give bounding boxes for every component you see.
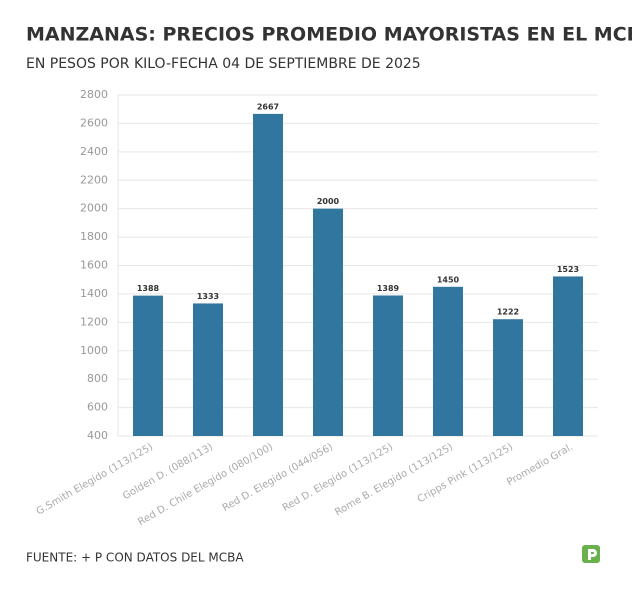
logo-glyph [588,549,597,560]
y-tick-label: 400 [87,429,108,442]
x-tick-label: Red D. Elegido (044/056) [221,442,335,514]
x-tick-label: Cripps Pink (113/125) [416,442,515,506]
bar [493,319,523,436]
y-tick-label: 2600 [80,116,108,129]
bar [433,286,463,436]
value-label: 1333 [197,292,219,301]
y-tick-label: 2000 [80,202,108,215]
bar [133,295,163,436]
chart-title: MANZANAS: PRECIOS PROMEDIO MAYORISTAS EN… [26,24,632,46]
value-label: 2667 [257,102,279,111]
y-tick-label: 1800 [80,230,108,243]
value-label: 1389 [377,284,400,293]
bar [313,208,343,436]
bar [553,276,583,436]
value-label: 1222 [497,308,519,317]
bar [373,295,403,436]
x-tick-label: Red D. Elegido (113/125) [281,442,395,514]
y-tick-label: 1600 [80,259,108,272]
value-label: 1523 [557,265,579,274]
y-tick-label: 600 [87,401,108,414]
y-tick-label: 800 [87,372,108,385]
chart-subtitle: EN PESOS POR KILO-FECHA 04 DE SEPTIEMBRE… [26,56,421,72]
y-tick-label: 2400 [80,145,108,158]
x-tick-label: G.Smith Elegido (113/125) [35,442,155,518]
x-tick-label: Promedio Gral. [505,442,575,489]
y-tick-label: 1000 [80,344,108,357]
source: FUENTE: + P CON DATOS DEL MCBA [26,551,244,565]
value-label: 2000 [317,197,340,206]
y-tick-label: 2200 [80,173,108,186]
bar [193,303,223,436]
logo [582,545,600,563]
x-tick-label: Rome B. Elegido (113/125) [333,442,455,519]
value-label: 1450 [437,275,460,284]
y-tick-label: 1400 [80,287,108,300]
y-tick-label: 2800 [80,88,108,101]
bar [253,113,283,436]
value-label: 1388 [137,284,160,293]
y-tick-label: 1200 [80,315,108,328]
